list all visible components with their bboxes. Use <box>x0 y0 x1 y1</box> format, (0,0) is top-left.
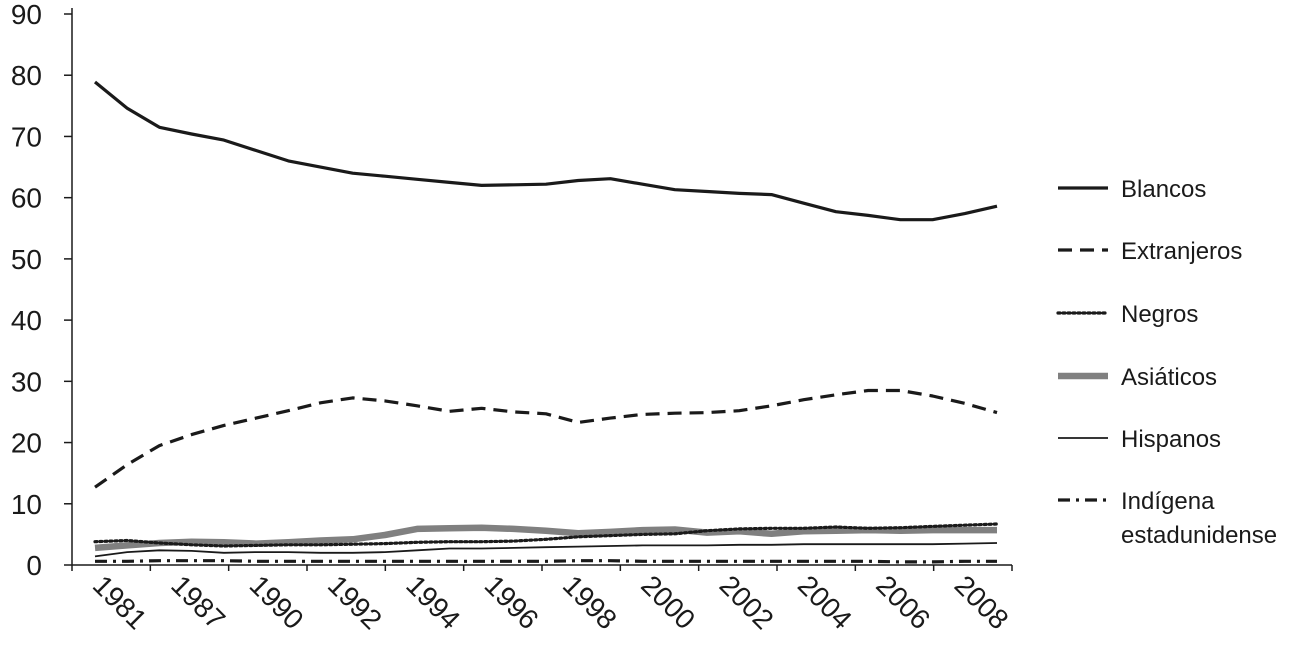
x-tick-label: 1981 <box>87 569 153 635</box>
y-tick-label: 0 <box>26 550 42 581</box>
y-tick-label: 10 <box>11 489 42 520</box>
series-line-extranjeros <box>94 388 998 489</box>
x-tick-label: 1992 <box>322 569 388 635</box>
legend-label: Negros <box>1121 301 1198 328</box>
x-axis: 1981 1987 1990 1992 1994 1996 1998 2000 2002 2004… <box>71 564 1015 635</box>
y-tick-label: 80 <box>11 60 42 91</box>
series-line-asi-ticos <box>94 524 997 552</box>
x-tick-label: 2008 <box>949 569 1015 635</box>
legend-label: Hispanos <box>1121 426 1221 453</box>
y-tick-label: 20 <box>11 428 42 459</box>
y-tick-label: 40 <box>11 305 42 336</box>
y-tick-label: 60 <box>11 183 42 214</box>
legend-label: estadunidense <box>1121 522 1277 549</box>
series-line-blancos <box>93 80 998 222</box>
y-tick-label: 70 <box>11 121 42 152</box>
legend-label: Indígena <box>1121 488 1215 515</box>
legend-label: Blancos <box>1121 176 1206 203</box>
legend-label: Extranjeros <box>1121 238 1242 265</box>
series-line-negros <box>93 522 999 548</box>
x-tick-label: 1994 <box>400 569 466 635</box>
x-tick-label: 2006 <box>870 569 936 635</box>
x-tick-label: 2004 <box>792 569 858 635</box>
x-tick-label: 1987 <box>165 569 231 635</box>
series-line-hispanos <box>94 542 998 558</box>
x-tick-label: 2000 <box>635 569 701 635</box>
x-tick-label: 1990 <box>244 569 310 635</box>
series-lines <box>93 80 999 564</box>
x-tick-label: 1996 <box>479 569 545 635</box>
legend: Blancos Extranjeros Negros Asiáticos Hispano… <box>1056 176 1277 549</box>
series-line-ind-gena-estadunidense <box>95 559 997 564</box>
y-tick-label: 30 <box>11 366 42 397</box>
y-tick-label: 50 <box>11 244 42 275</box>
legend-label: Asiáticos <box>1121 364 1217 391</box>
y-axis: 0 10 20 30 40 50 60 70 80 90 <box>11 0 73 581</box>
x-tick-label: 1998 <box>557 569 623 635</box>
y-tick-label: 90 <box>11 0 42 30</box>
x-tick-label: 2002 <box>714 569 780 635</box>
